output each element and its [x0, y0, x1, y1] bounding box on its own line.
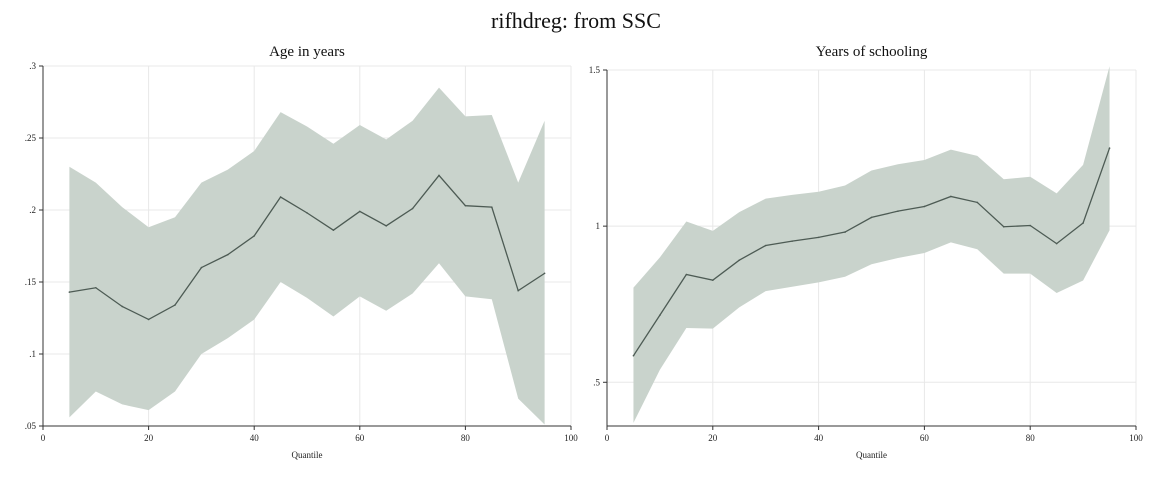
x-axis-label: Quantile: [856, 450, 887, 460]
estimate-point: [1082, 222, 1084, 224]
estimate-point: [68, 291, 71, 293]
estimate-point: [897, 210, 899, 212]
estimate-point: [174, 304, 176, 306]
estimate-point: [817, 236, 820, 239]
x-tick-label: 60: [355, 433, 365, 443]
y-tick-label: .1: [29, 349, 36, 359]
estimate-point: [1002, 225, 1005, 228]
confidence-band: [633, 66, 1110, 423]
estimate-point: [738, 259, 741, 261]
confidence-band: [69, 87, 545, 425]
estimate-point: [464, 204, 467, 207]
estimate-point: [923, 205, 926, 208]
x-tick-label: 20: [144, 433, 154, 443]
x-tick-label: 80: [461, 433, 471, 443]
estimate-point: [385, 225, 388, 227]
y-tick-label: .2: [29, 205, 36, 215]
x-axis-label: Quantile: [292, 450, 323, 460]
panel-title: Age in years: [269, 44, 345, 60]
estimate-point: [632, 354, 635, 357]
estimate-point: [1029, 224, 1031, 227]
estimate-point: [359, 210, 361, 213]
estimate-point: [685, 273, 688, 276]
x-tick-label: 40: [814, 433, 824, 443]
estimate-point: [659, 314, 661, 316]
y-tick-label: 1.5: [589, 65, 601, 75]
estimate-point: [253, 235, 255, 237]
y-tick-label: .5: [593, 377, 600, 387]
estimate-point: [411, 207, 414, 210]
x-tick-label: 100: [564, 433, 578, 443]
estimate-point: [764, 244, 767, 247]
estimate-point: [950, 195, 952, 198]
x-tick-label: 0: [41, 433, 46, 443]
estimate-point: [332, 229, 335, 231]
estimate-point: [1055, 242, 1058, 245]
estimate-point: [121, 305, 123, 308]
chart-panel-2: .5 1 1.5 0 20 40 60 80 100 Years of schooling Quan…: [589, 44, 1144, 460]
estimate-point: [306, 212, 308, 214]
estimate-point: [844, 231, 846, 233]
x-tick-label: 20: [708, 433, 718, 443]
estimate-point: [227, 253, 229, 256]
estimate-point: [438, 174, 440, 177]
figure-title: rifhdreg: from SSC: [491, 8, 661, 33]
y-tick-label: .25: [25, 133, 37, 143]
estimate-point: [791, 240, 793, 242]
estimate-point: [279, 196, 282, 198]
estimate-point: [147, 318, 150, 321]
chart-panel-1: .05 .1 .15 .2 .25 .3 0 20 40 60 80 100 Age in years Q…: [25, 44, 579, 460]
estimate-point: [1108, 147, 1111, 149]
estimate-point: [517, 289, 519, 292]
x-tick-label: 80: [1026, 433, 1036, 443]
x-tick-label: 0: [605, 433, 610, 443]
y-tick-label: .15: [25, 277, 37, 287]
estimate-point: [870, 216, 873, 219]
y-tick-label: .3: [29, 61, 36, 71]
panel-title: Years of schooling: [816, 44, 928, 60]
y-tick-label: .05: [25, 421, 37, 431]
estimate-point: [491, 206, 493, 208]
x-tick-label: 100: [1129, 433, 1143, 443]
y-tick-label: 1: [596, 221, 601, 231]
estimate-point: [200, 266, 203, 269]
estimate-point: [976, 201, 979, 204]
estimate-point: [712, 279, 714, 281]
estimate-point: [95, 286, 97, 289]
x-tick-label: 40: [250, 433, 260, 443]
x-tick-label: 60: [920, 433, 930, 443]
estimate-point: [543, 272, 546, 275]
